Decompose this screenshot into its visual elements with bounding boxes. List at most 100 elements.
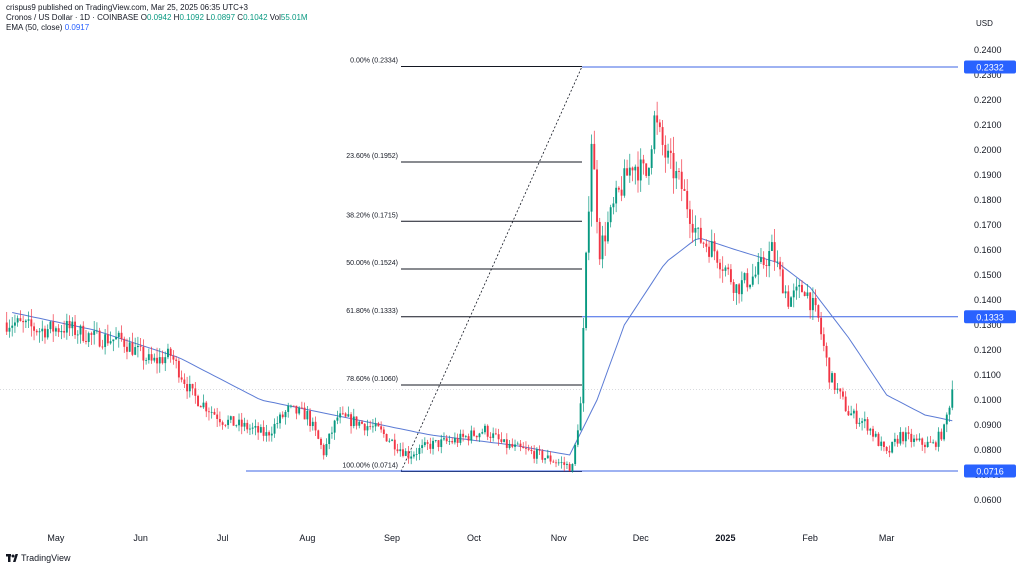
- candle-body: [13, 322, 16, 326]
- candle-body: [248, 428, 251, 430]
- candle-body: [112, 339, 115, 342]
- candle-body: [306, 410, 309, 420]
- candle-body: [787, 291, 790, 307]
- candle-body: [289, 405, 292, 407]
- high-value: 0.1092: [179, 13, 204, 22]
- candle-body: [136, 345, 139, 348]
- candle-body: [126, 346, 128, 352]
- fib-level-label: 50.00% (0.1524): [346, 260, 398, 267]
- candle-body: [669, 150, 672, 154]
- candle-body: [393, 439, 396, 450]
- candle-body: [617, 187, 620, 190]
- candle-body: [710, 241, 713, 257]
- candle-body: [833, 373, 836, 390]
- candle-body: [46, 329, 49, 338]
- candle-body: [366, 426, 369, 431]
- candle-body: [85, 340, 87, 342]
- candle-body: [153, 357, 156, 361]
- horizontal-levels[interactable]: [0, 66, 958, 472]
- candle-body: [587, 211, 590, 253]
- candle-body: [902, 432, 905, 442]
- candle-body: [606, 222, 609, 242]
- candle-body: [552, 461, 555, 463]
- candle-body: [535, 449, 538, 459]
- candle-body: [817, 305, 820, 318]
- candle-body: [634, 166, 637, 171]
- candle-body: [596, 169, 598, 222]
- candle-body: [106, 334, 109, 344]
- candle-body: [874, 433, 877, 437]
- candle-body: [120, 332, 123, 339]
- candle-body: [563, 462, 566, 465]
- candle-body: [571, 464, 574, 472]
- tradingview-logo[interactable]: TradingView: [6, 553, 71, 563]
- candle-body: [514, 444, 516, 447]
- candle-body: [768, 251, 771, 267]
- price-tick-label: 0.1500: [974, 270, 1002, 280]
- candle-body: [637, 166, 639, 181]
- candle-body: [844, 396, 847, 412]
- candle-body: [760, 257, 762, 262]
- candle-body: [54, 328, 57, 332]
- price-axis[interactable]: 0.2400 0.2300 0.2200 0.2100 0.2000 0.1900 0.18…: [974, 45, 1002, 505]
- candle-body: [303, 407, 306, 420]
- candle-body: [784, 291, 787, 294]
- candle-body: [117, 332, 120, 338]
- candle-body: [134, 347, 137, 355]
- candle-body: [926, 441, 929, 448]
- candle-body: [16, 318, 19, 323]
- candle-body: [82, 325, 85, 341]
- candle-body: [508, 443, 511, 448]
- candle-body: [344, 413, 347, 417]
- price-tick-label: 0.1000: [974, 395, 1002, 405]
- candle-body: [907, 432, 910, 434]
- candle-body: [399, 449, 402, 452]
- candle-body: [330, 432, 333, 434]
- candle-body: [885, 446, 888, 451]
- candle-body: [374, 423, 377, 427]
- candle-body: [150, 354, 153, 361]
- candle-body: [475, 435, 478, 438]
- price-level-badge-label: 0.2332: [976, 63, 1004, 73]
- candle-body: [729, 269, 732, 283]
- candle-body: [667, 150, 670, 158]
- candle-body: [511, 443, 514, 447]
- fib-level-label: 23.60% (0.1952): [346, 153, 398, 160]
- candle-body: [147, 354, 150, 361]
- candle-body: [145, 360, 148, 361]
- price-tick-label: 0.2100: [974, 120, 1002, 130]
- candle-body: [494, 433, 497, 435]
- candle-body: [426, 442, 429, 444]
- candle-body: [751, 276, 754, 285]
- time-tick-label: Feb: [802, 533, 818, 543]
- candle-body: [557, 462, 560, 464]
- candle-body: [128, 342, 131, 352]
- candle-body: [459, 433, 462, 443]
- candle-body: [893, 438, 896, 442]
- candle-body: [52, 321, 55, 332]
- candle-body: [5, 322, 8, 332]
- candle-body: [467, 436, 470, 441]
- candle-body: [647, 168, 650, 176]
- candle-body: [896, 438, 899, 444]
- candle-body: [743, 273, 746, 281]
- time-tick-label: Jul: [217, 533, 229, 543]
- candle-body: [197, 395, 199, 407]
- time-axis[interactable]: May Jun Jul Aug Sep Oct Nov Dec 2025 Feb Mar: [47, 533, 894, 543]
- candle-body: [612, 203, 615, 208]
- ema-value: 0.0917: [64, 23, 90, 32]
- candle-body: [697, 227, 700, 229]
- price-tick-label: 0.1400: [974, 295, 1002, 305]
- candle-body: [188, 383, 191, 392]
- close-label: C: [237, 13, 244, 22]
- candle-body: [224, 424, 227, 426]
- candle-body: [259, 427, 262, 433]
- candle-body: [320, 438, 322, 445]
- candle-body: [443, 438, 445, 440]
- candle-body: [142, 346, 145, 361]
- candle-body: [688, 209, 691, 224]
- candle-body: [180, 377, 183, 380]
- fibonacci-retracement[interactable]: 0.00% (0.2334) 23.60% (0.1952) 38.20% (0.1…: [342, 58, 583, 472]
- candle-body: [779, 261, 782, 270]
